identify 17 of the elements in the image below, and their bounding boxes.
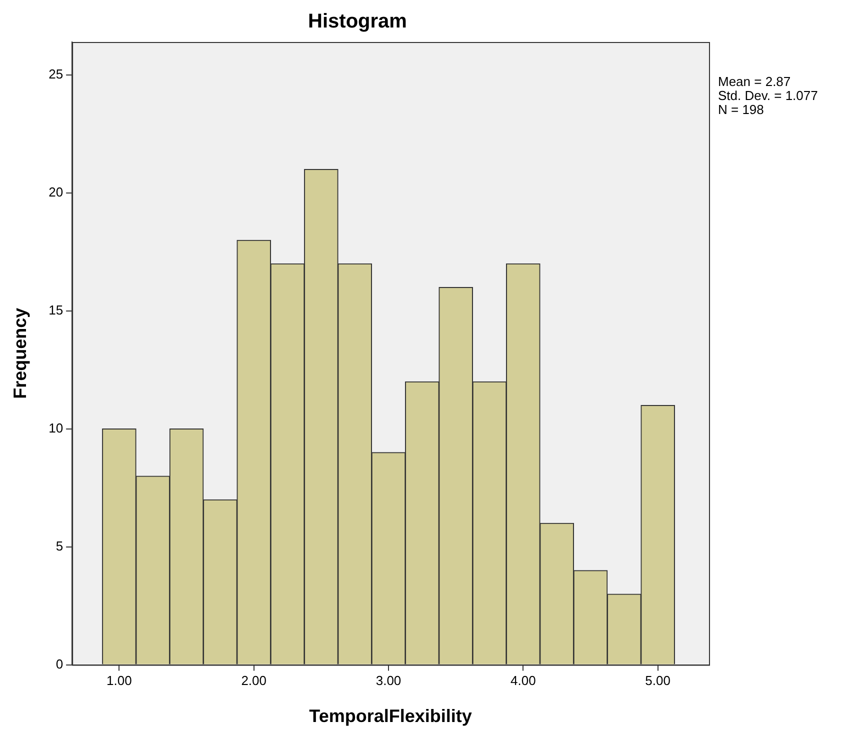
x-tick-label: 2.00 <box>241 673 267 688</box>
x-tick-label: 4.00 <box>510 673 536 688</box>
text: Std. Dev. = 1.077 <box>718 88 818 104</box>
y-axis-title: Frequency <box>10 308 30 399</box>
y-tick-label: 5 <box>56 538 64 554</box>
x-axis-title: TemporalFlexibility <box>309 706 472 726</box>
y-tick-label: 25 <box>48 66 64 82</box>
text: N = 198 <box>718 102 764 118</box>
y-tick-label: 0 <box>56 656 64 672</box>
chart-title: Histogram <box>308 10 407 33</box>
x-tick-label: 5.00 <box>645 673 670 688</box>
y-tick-label: 20 <box>48 184 64 200</box>
x-tick-label: 1.00 <box>106 673 132 688</box>
x-tick-label: 3.00 <box>376 673 402 688</box>
text: Mean = 2.87 <box>718 74 791 90</box>
y-tick-label: 15 <box>48 302 64 318</box>
y-tick-label: 10 <box>48 420 64 436</box>
